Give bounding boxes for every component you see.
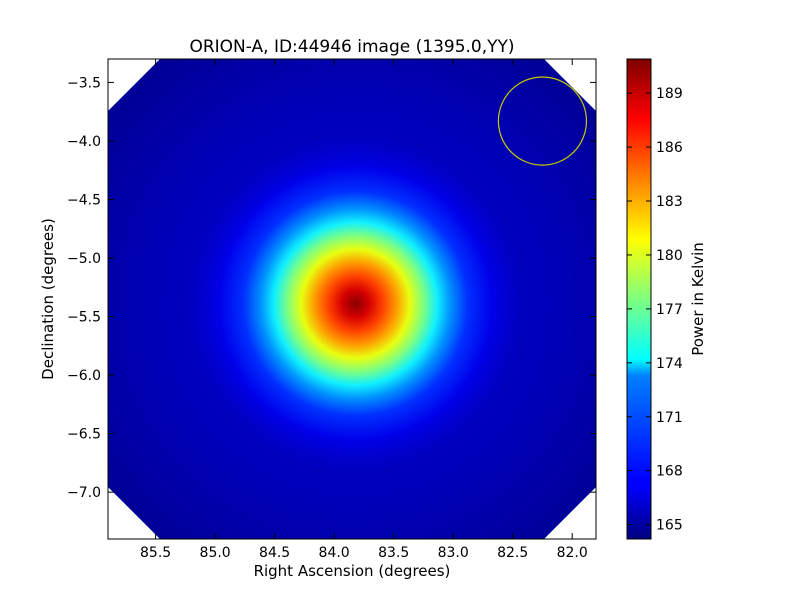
x-axis-ticks: 85.5 85.0 84.5 84.0 83.5 83.0 82.5 82.0 [140, 59, 588, 561]
colorbar-tick-label: 171 [656, 410, 683, 426]
axes-frame [107, 58, 597, 540]
y-tick-label: −7.0 [67, 485, 101, 501]
image-corner-masks [108, 59, 596, 539]
x-tick-label: 83.0 [438, 545, 469, 561]
y-tick-label: −6.0 [67, 368, 101, 384]
colorbar-tick-label: 177 [656, 302, 683, 318]
corner-mask-0 [108, 59, 160, 111]
y-tick-label: −5.0 [67, 251, 101, 267]
x-tick-label: 82.0 [557, 545, 588, 561]
chart-title: ORION-A, ID:44946 image (1395.0,YY) [189, 37, 514, 57]
y-tick-label: −3.5 [67, 75, 101, 91]
colorbar-tick-label: 183 [656, 194, 683, 210]
colorbar-label: Power in Kelvin [689, 242, 707, 356]
heatmap-source-emission [185, 133, 526, 474]
x-axis-label: Right Ascension (degrees) [254, 562, 451, 580]
colorbar-tick-label: 174 [656, 356, 683, 372]
y-tick-label: −6.5 [67, 427, 101, 443]
x-tick-label: 85.0 [200, 545, 231, 561]
y-tick-label: −5.5 [67, 310, 101, 326]
x-tick-label: 84.0 [319, 545, 350, 561]
colorbar-tick-label: 189 [656, 86, 683, 102]
colorbar-tick-label: 165 [656, 518, 683, 534]
colorbar-tick-label: 168 [656, 464, 683, 480]
x-tick-label: 83.5 [378, 545, 409, 561]
y-axis-label: Declination (degrees) [39, 218, 57, 380]
x-tick-label: 85.5 [140, 545, 171, 561]
corner-mask-1 [544, 59, 596, 111]
colorbar-gradient [626, 58, 652, 540]
x-tick-label: 84.5 [259, 545, 290, 561]
corner-mask-3 [544, 487, 596, 539]
colorbar-tick-label: 180 [656, 248, 683, 264]
beam-circle [497, 76, 588, 166]
heatmap-image [108, 59, 596, 539]
x-tick-label: 82.5 [497, 545, 528, 561]
y-tick-label: −4.0 [67, 134, 101, 150]
colorbar-tick-label: 186 [656, 140, 683, 156]
y-tick-label: −4.5 [67, 192, 101, 208]
corner-mask-2 [108, 487, 160, 539]
y-axis-ticks: −3.5 −4.0 −4.5 −5.0 −5.5 −6.0 −6.5 −7.0 [67, 75, 596, 501]
colorbar: 165 168 171 174 177 180 183 186 189 Power in Kel… [626, 58, 707, 540]
colorbar-ticks: 165 168 171 174 177 180 183 186 189 [627, 86, 683, 534]
